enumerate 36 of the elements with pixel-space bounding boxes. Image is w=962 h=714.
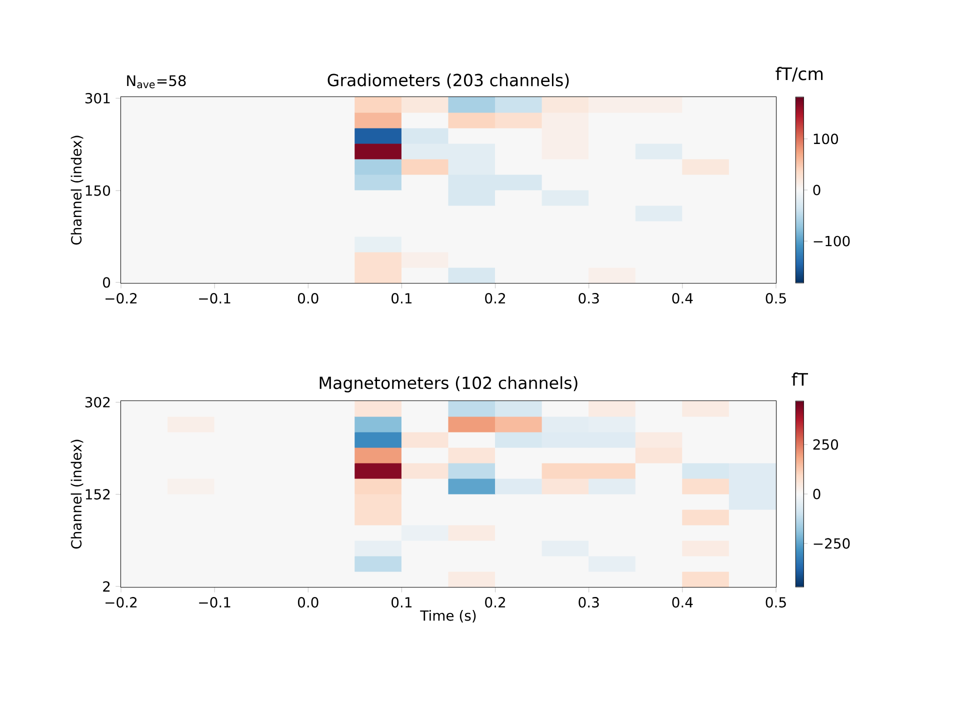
chart-title: Gradiometers (203 channels)	[328, 74, 569, 88]
color-bar-title: fT/cm	[776, 66, 823, 82]
y-tick-label: 0	[103, 277, 110, 288]
color-bar-label: 0	[813, 184, 820, 196]
x-tick-label: 0.0	[298, 293, 318, 304]
color-bar-title: fT	[792, 372, 808, 386]
x-tick-label: −0.1	[199, 597, 230, 608]
x-tick-label: 0.2	[485, 597, 505, 608]
y-tick-label: 301	[85, 92, 110, 104]
chart-title: Magnetometers (102 channels)	[320, 376, 578, 392]
y-axis-title: Channel (index)	[70, 136, 84, 245]
y-tick-label: 2	[103, 581, 110, 592]
color-bar-label: 100	[814, 134, 838, 144]
y-tick-label: 302	[85, 396, 110, 408]
x-tick-label: −0.2	[106, 597, 137, 608]
y-axis-title: Channel (index)	[70, 440, 84, 549]
color-bar-label: 250	[813, 439, 838, 450]
x-tick-label: 0.5	[766, 597, 786, 608]
x-axis-title: Time (s)	[420, 610, 476, 622]
x-tick-label: 0.0	[298, 597, 318, 608]
text: N$_{ave}$=58	[127, 75, 186, 88]
color-bar-label: 0	[813, 488, 820, 500]
x-tick-label: 0.1	[392, 597, 412, 608]
x-tick-label: 0.2	[485, 293, 505, 304]
y-tick-label: 150	[86, 185, 110, 196]
x-tick-label: 0.1	[392, 293, 412, 304]
y-tick-label: 152	[86, 489, 110, 500]
x-tick-label: 0.4	[672, 597, 693, 608]
x-tick-label: −0.1	[199, 293, 230, 304]
x-tick-label: 0.5	[766, 293, 786, 304]
x-tick-label: 0.3	[578, 597, 599, 608]
x-tick-label: 0.3	[578, 293, 599, 304]
x-tick-label: 0.4	[672, 293, 693, 304]
color-bar-label: −250	[814, 538, 850, 549]
x-tick-label: −0.2	[106, 293, 137, 304]
color-bar-label: −100	[814, 236, 850, 246]
